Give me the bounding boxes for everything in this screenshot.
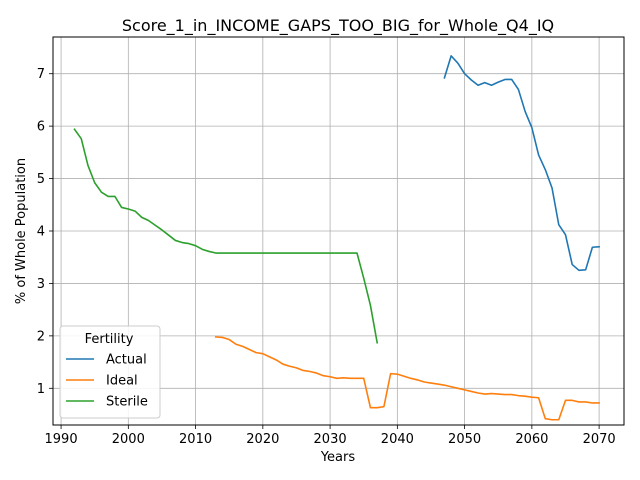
x-tick-label: 1990 <box>45 432 78 447</box>
x-tick-label: 2040 <box>381 432 414 447</box>
y-axis-ticks: 1 2 3 4 5 6 7 <box>37 67 53 397</box>
y-axis-label: % of Whole Population <box>14 158 29 304</box>
grid-lines <box>53 37 624 425</box>
series-lines <box>73 55 600 421</box>
y-tick-label: 6 <box>37 120 45 135</box>
legend-box <box>59 325 161 419</box>
series-line-actual <box>443 55 600 272</box>
x-tick-label: 2070 <box>583 432 616 447</box>
legend-label: Ideal <box>106 374 138 389</box>
y-tick-label: 3 <box>37 277 45 292</box>
x-tick-label: 2000 <box>112 432 145 447</box>
y-tick-label: 5 <box>37 172 45 187</box>
x-tick-label: 2010 <box>179 432 212 447</box>
legend: Fertility Actual Ideal Sterile <box>59 325 161 419</box>
x-tick-label: 2030 <box>314 432 347 447</box>
legend-title: Fertility <box>85 332 134 347</box>
legend-item-sterile: Sterile <box>66 395 148 410</box>
x-tick-label: 2060 <box>515 432 548 447</box>
series-line-sterile <box>73 128 379 344</box>
x-tick-label: 2050 <box>448 432 481 447</box>
chart-title: Score_1_in_INCOME_GAPS_TOO_BIG_for_Whole… <box>122 16 554 36</box>
x-axis-label: Years <box>320 450 356 465</box>
legend-entries: Actual Ideal Sterile <box>66 353 148 410</box>
legend-label: Sterile <box>106 395 148 410</box>
y-tick-label: 1 <box>37 382 45 397</box>
y-tick-label: 2 <box>37 329 45 344</box>
legend-item-ideal: Ideal <box>66 374 138 389</box>
x-tick-label: 2020 <box>246 432 279 447</box>
series-line-ideal <box>214 336 600 421</box>
x-axis-ticks: 1990 2000 2010 2020 2030 2040 2050 2060 2070 <box>45 425 616 447</box>
legend-label: Actual <box>106 353 147 368</box>
y-tick-label: 7 <box>37 67 45 82</box>
legend-item-actual: Actual <box>66 353 147 368</box>
y-tick-label: 4 <box>37 225 45 240</box>
